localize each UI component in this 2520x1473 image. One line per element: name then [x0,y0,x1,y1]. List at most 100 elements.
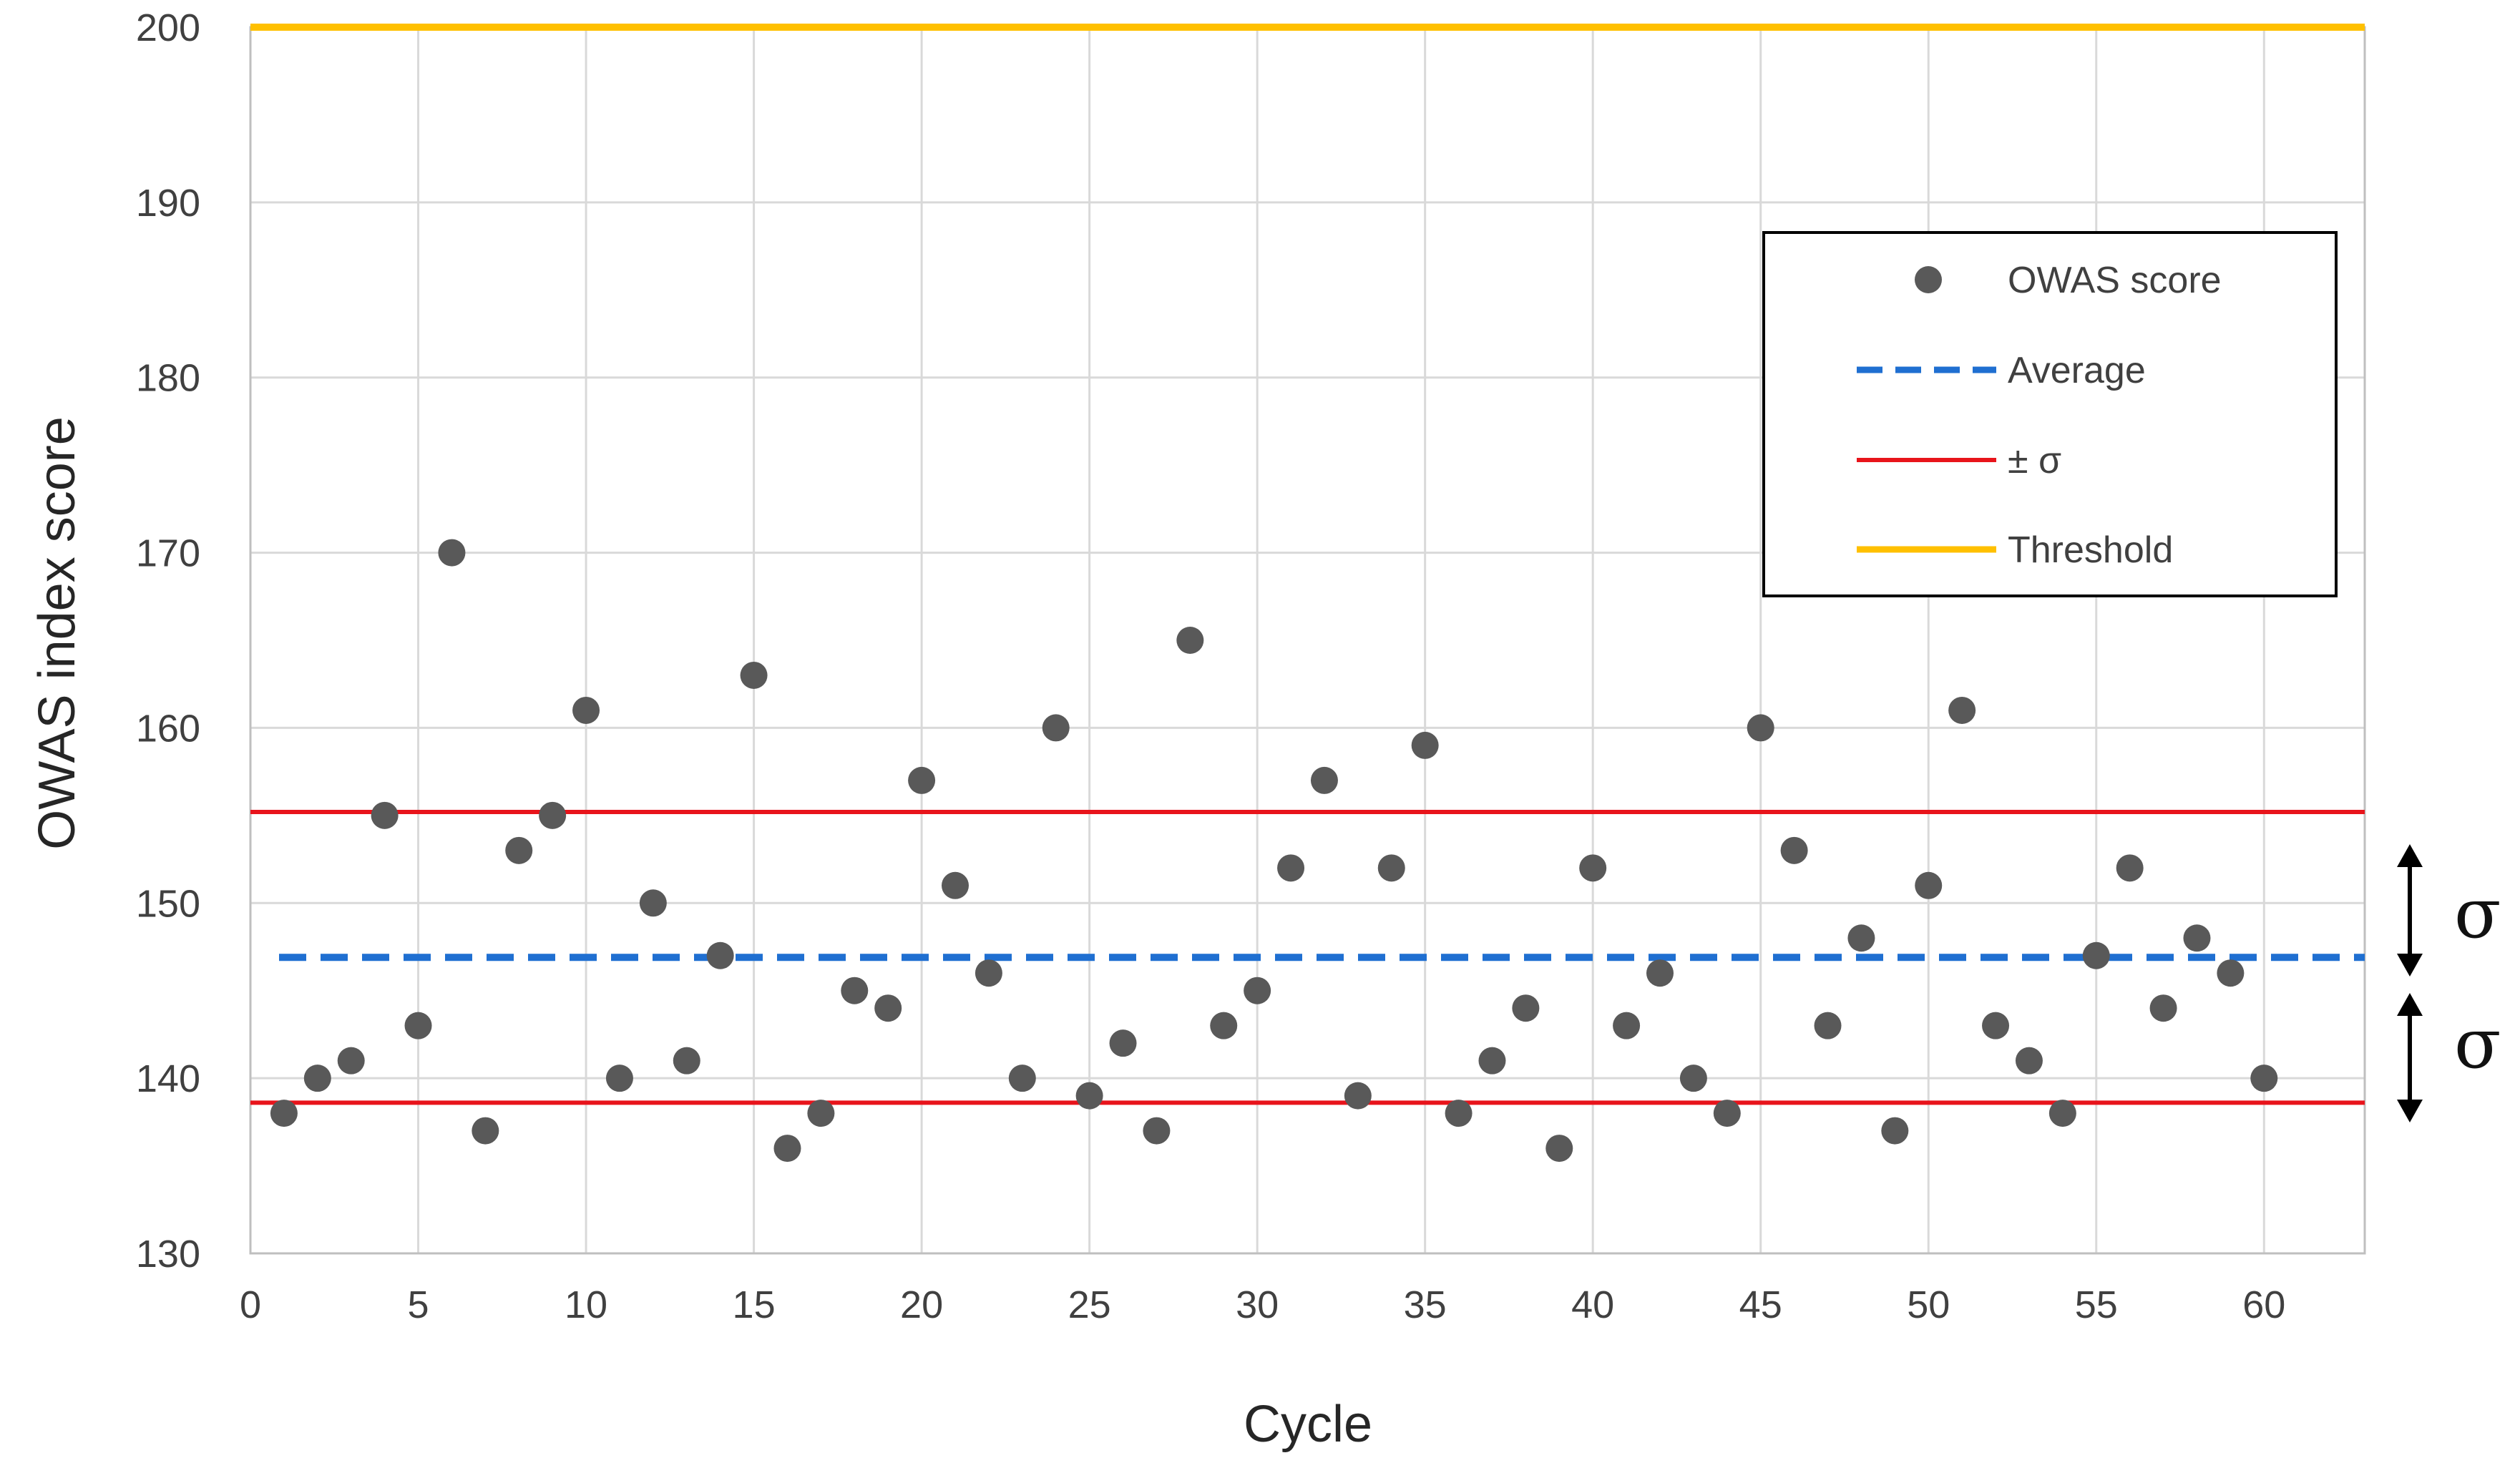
legend: OWAS score Average ± σ Threshold [1762,231,2338,597]
x-tick-label: 20 [900,1283,943,1326]
x-tick-label: 30 [1236,1283,1279,1326]
data-point [942,871,969,899]
data-point [1579,854,1607,882]
x-tick-label: 40 [1571,1283,1614,1326]
data-point [303,1065,331,1092]
legend-box [1762,231,2338,597]
data-point [404,1012,432,1039]
x-axis-tick-labels: 0 5 10 15 20 25 30 35 40 45 50 55 60 [240,1283,2285,1326]
sigma-upper-label: σ [2454,873,2501,954]
data-point [2149,994,2177,1022]
data-point [673,1047,700,1075]
data-point [1814,1012,1842,1039]
data-point [1075,1082,1103,1110]
data-point [1948,696,1976,724]
data-point [438,539,466,567]
x-tick-label: 5 [408,1283,429,1326]
data-point [639,889,667,917]
data-point [1679,1065,1707,1092]
legend-label-average: Average [2008,350,2146,391]
y-tick-label: 170 [136,532,200,575]
data-point [1713,1100,1741,1127]
x-tick-label: 25 [1068,1283,1111,1326]
data-point [2082,941,2110,969]
data-point [1545,1135,1573,1163]
legend-label-owas-score: OWAS score [2008,260,2222,301]
data-point [2048,1100,2076,1127]
sigma-upper-arrowhead-bottom [2397,954,2423,977]
data-point [975,959,1002,987]
data-point [2116,854,2144,882]
data-point [2250,1065,2278,1092]
y-tick-label: 180 [136,357,200,400]
y-tick-label: 130 [136,1233,200,1276]
data-point [1747,714,1774,742]
sigma-lower-label: σ [2454,1004,2501,1084]
x-tick-label: 35 [1404,1283,1447,1326]
data-point [2015,1047,2043,1075]
y-tick-label: 140 [136,1057,200,1100]
data-point [807,1100,835,1127]
sigma-lower-arrowhead-top [2397,993,2423,1016]
y-tick-label: 190 [136,182,200,225]
y-axis-title: OWAS index score [29,416,86,850]
x-tick-label: 50 [1907,1283,1950,1326]
data-point [2217,959,2245,987]
x-tick-label: 60 [2242,1283,2285,1326]
data-point [841,977,869,1004]
x-tick-label: 45 [1739,1283,1782,1326]
legend-label-sigma: ± σ [2008,440,2061,481]
data-point [1780,836,1808,864]
data-point [740,661,768,689]
sigma-lower-arrowhead-bottom [2397,1100,2423,1122]
y-tick-label: 200 [136,6,200,49]
data-point [1109,1029,1137,1057]
data-point [1445,1100,1473,1127]
reference-lines [250,24,2365,1105]
data-point [1377,854,1405,882]
data-point [1512,994,1540,1022]
data-point [1478,1047,1506,1075]
data-point [706,941,734,969]
sigma-annotations: σ σ [2397,844,2501,1122]
x-tick-label: 10 [565,1283,607,1326]
data-point [2183,924,2211,952]
data-point [270,1100,298,1127]
data-point [1143,1117,1171,1145]
x-axis-title: Cycle [1244,1396,1372,1453]
data-point [1847,924,1875,952]
data-point [1244,977,1271,1004]
data-point [874,994,902,1022]
data-point [1344,1082,1372,1110]
data-point [1277,854,1305,882]
y-tick-label: 160 [136,707,200,750]
data-point [1411,731,1439,759]
data-point [1042,714,1070,742]
data-point [1008,1065,1036,1092]
data-point [1310,766,1338,794]
data-point [1646,959,1674,987]
legend-label-threshold: Threshold [2008,529,2173,571]
data-point [1881,1117,1909,1145]
data-point [1176,627,1204,654]
x-tick-label: 0 [240,1283,261,1326]
data-point [1915,871,1943,899]
x-tick-label: 15 [733,1283,776,1326]
x-tick-label: 55 [2075,1283,2118,1326]
legend-marker-owas-score [1915,266,1942,293]
data-point [773,1135,801,1163]
sigma-upper-arrowhead-top [2397,844,2423,867]
data-point [1982,1012,2010,1039]
data-point [539,801,567,829]
data-point [1210,1012,1238,1039]
data-point [908,766,936,794]
data-point [605,1065,633,1092]
owas-score-points [270,539,2278,1163]
data-point [337,1047,365,1075]
y-tick-label: 150 [136,882,200,925]
data-point [572,696,600,724]
data-point [1613,1012,1641,1039]
y-axis-tick-labels: 130 140 150 160 170 180 190 200 [136,6,200,1276]
